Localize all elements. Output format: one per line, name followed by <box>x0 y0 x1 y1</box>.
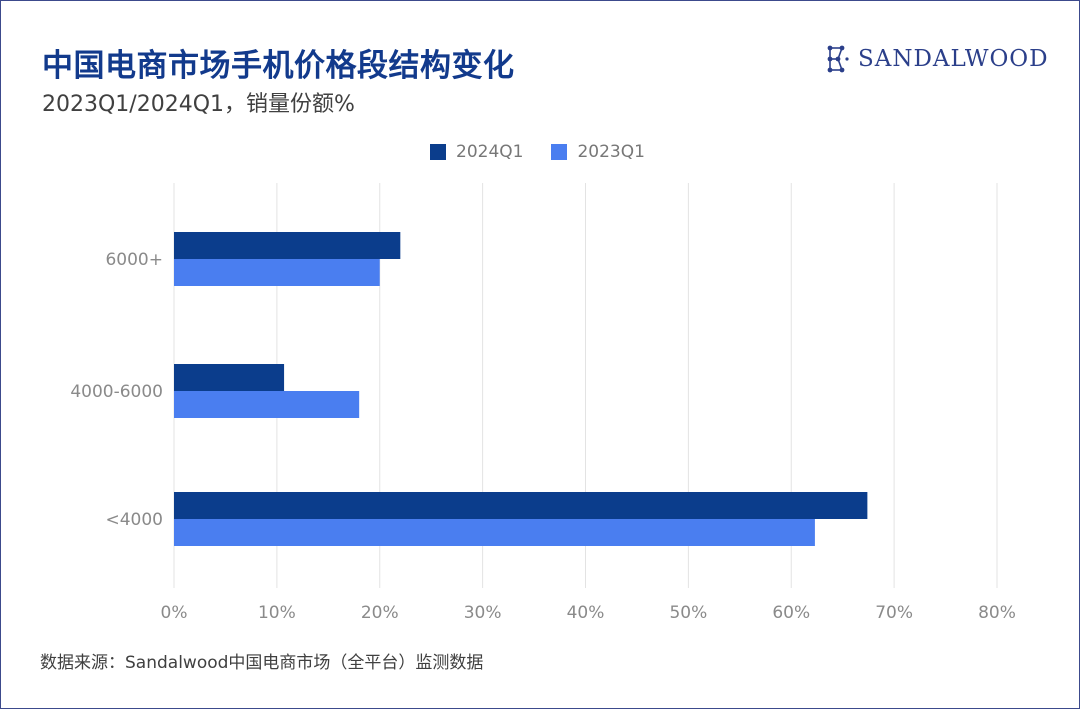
data-source-note: 数据来源：Sandalwood中国电商市场（全平台）监测数据 <box>40 653 484 673</box>
chart-title: 中国电商市场手机价格段结构变化 <box>42 48 515 84</box>
x-tick-label: 0% <box>161 603 188 623</box>
x-tick-label: 10% <box>258 603 296 623</box>
bar-2023Q1-0 <box>174 259 380 286</box>
legend-label-2023: 2023Q1 <box>577 142 645 162</box>
legend-swatch-2023 <box>551 144 568 160</box>
x-tick-label: 40% <box>567 603 605 623</box>
bar-2024Q1-2 <box>174 492 868 519</box>
legend-label-2024: 2024Q1 <box>456 142 524 162</box>
legend-item-2024: 2024Q1 <box>430 142 523 162</box>
constellation-logo-icon <box>827 45 849 73</box>
legend-item-2023: 2023Q1 <box>551 142 645 162</box>
x-tick-label: 70% <box>875 603 913 623</box>
brand-logo: SANDALWOOD <box>826 44 1049 74</box>
y-category-label: 6000+ <box>105 250 163 270</box>
chart-subtitle: 2023Q1/2024Q1，销量份额% <box>42 92 355 117</box>
brand-name: SANDALWOOD <box>858 46 1049 72</box>
bar-2023Q1-1 <box>174 391 360 418</box>
legend-swatch-2024 <box>430 144 446 160</box>
bar-2023Q1-2 <box>174 519 815 546</box>
x-tick-label: 60% <box>772 603 810 623</box>
x-tick-label: 80% <box>978 603 1016 623</box>
bar-2024Q1-0 <box>174 232 401 259</box>
x-tick-label: 50% <box>669 603 707 623</box>
y-category-label: 4000-6000 <box>70 382 163 402</box>
y-category-label: <4000 <box>105 510 163 530</box>
bar-2024Q1-1 <box>174 364 285 391</box>
x-tick-label: 30% <box>464 603 502 623</box>
x-tick-label: 20% <box>361 603 399 623</box>
chart-legend: 2024Q1 2023Q1 <box>430 142 673 162</box>
